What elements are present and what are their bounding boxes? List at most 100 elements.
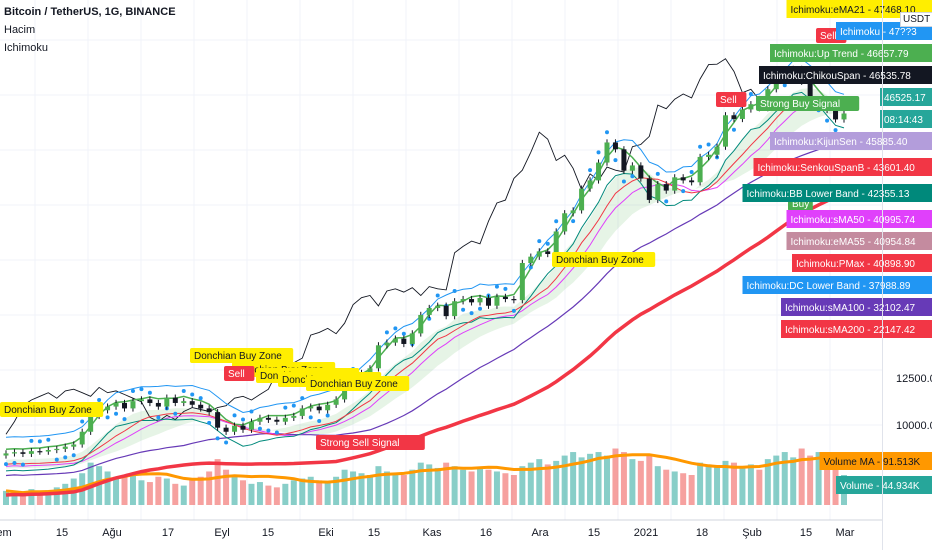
- candle-body: [477, 297, 483, 303]
- volume-bar: [214, 459, 221, 505]
- volume-bar: [273, 487, 280, 505]
- psar-dot: [503, 286, 508, 291]
- signal-label-box: [190, 348, 294, 363]
- psar-dot: [283, 405, 288, 410]
- candle-body: [274, 419, 280, 422]
- psar-dot: [63, 455, 68, 460]
- volume-bar: [240, 480, 247, 505]
- candle-body: [418, 314, 424, 334]
- psar-dot: [554, 219, 559, 224]
- signal-label: Donchian Buy Zone: [310, 379, 398, 390]
- volume-bar: [104, 471, 111, 505]
- volume-bar: [705, 464, 712, 505]
- price-scale-separator: [882, 0, 883, 550]
- currency-label[interactable]: USDT: [900, 12, 932, 27]
- volume-bar: [781, 452, 788, 505]
- volume-bar: [206, 471, 213, 505]
- psar-dot: [528, 265, 533, 270]
- price-scale-label: 08:14:43: [884, 115, 923, 126]
- x-tick-label: em: [0, 527, 12, 539]
- volume-bar: [722, 460, 729, 505]
- signal-label: Buy: [792, 199, 809, 210]
- candle-body: [502, 296, 508, 300]
- volume-bar: [180, 485, 187, 505]
- volume-bar: [290, 480, 297, 505]
- candle-body: [232, 425, 238, 432]
- volume-bar: [612, 448, 619, 505]
- candle-body: [722, 115, 728, 147]
- volume-bar: [756, 469, 763, 505]
- volume-bar: [426, 464, 433, 505]
- candle-body: [164, 397, 170, 407]
- psar-dot: [469, 311, 474, 316]
- psar-dot: [698, 144, 703, 149]
- price-scale-label: Ichimoku:Up Trend - 46657.79: [774, 49, 909, 60]
- volume-indicator-label[interactable]: Hacim: [4, 24, 36, 36]
- candle-body: [663, 184, 669, 191]
- candle-body: [807, 81, 813, 103]
- volume-bar: [832, 466, 839, 505]
- x-tick-label: Ara: [531, 527, 549, 539]
- ichimoku-cloud: [6, 88, 844, 469]
- volume-bar: [561, 455, 568, 505]
- psar-dot: [401, 331, 406, 336]
- x-tick-label: Eki: [318, 527, 333, 539]
- signal-label-box: [552, 252, 656, 267]
- volume-bar: [485, 469, 492, 505]
- volume-bar: [189, 480, 196, 505]
- candle-body: [122, 402, 128, 409]
- candle-body: [655, 184, 661, 200]
- psar-dot: [274, 430, 279, 435]
- candle-body: [45, 450, 51, 452]
- volume-bar: [231, 475, 238, 505]
- psar-dot: [29, 438, 34, 443]
- psar-dot: [664, 199, 669, 204]
- candle-body: [282, 417, 288, 422]
- volume-bar: [36, 491, 43, 505]
- volume-bar: [536, 459, 543, 505]
- volume-bar: [19, 494, 26, 505]
- price-scale-label: 46525.17: [884, 93, 926, 104]
- candle-body: [138, 399, 144, 402]
- volume-bar: [688, 475, 695, 505]
- price-scale-label: Ichimoku:SenkouSpanB - 43601.40: [758, 163, 916, 174]
- x-tick-label: 16: [480, 527, 492, 539]
- candle-body: [37, 451, 43, 453]
- volume-bar: [113, 476, 120, 505]
- volume-bar: [45, 490, 52, 505]
- psar-dot: [198, 396, 203, 401]
- volume-bar: [443, 462, 450, 505]
- volume-bar: [646, 455, 653, 505]
- y-tick-label: 12500.00: [896, 373, 932, 385]
- y-tick-label: 10000.00: [896, 420, 932, 432]
- candle-body: [426, 307, 432, 315]
- candle-body: [71, 444, 77, 447]
- volume-bar: [570, 452, 577, 505]
- volume-bar: [223, 469, 230, 505]
- signal-label: Sell: [820, 31, 837, 42]
- candle-body: [689, 180, 695, 183]
- signal-label: Strong Sell Signal: [320, 438, 400, 449]
- psar-dot: [266, 428, 271, 433]
- candlesticks: [3, 65, 847, 459]
- candle-body: [562, 213, 568, 232]
- psar-dot: [782, 83, 787, 88]
- volume-bar: [663, 469, 670, 505]
- psar-dot: [511, 308, 516, 313]
- volume-bar: [256, 482, 263, 505]
- volume-bar: [798, 448, 805, 505]
- volume-bar: [138, 480, 145, 505]
- volume-bar: [333, 476, 340, 505]
- bb-lower-line: [5, 91, 845, 472]
- price-scale-label-box: [753, 158, 932, 176]
- x-tick-label: 15: [368, 527, 380, 539]
- candle-body: [189, 401, 195, 405]
- volume-bar: [603, 455, 610, 505]
- price-scale-label: Ichimoku:KijunSen - 45885.40: [774, 137, 908, 148]
- ichimoku-indicator-label[interactable]: Ichimoku: [4, 42, 49, 54]
- price-scale-label: Ichimoku:eMA21 - 47468.10: [791, 5, 917, 16]
- volume-bar: [468, 471, 475, 505]
- psar-dot: [427, 316, 432, 321]
- price-scale-label-box: [742, 276, 932, 294]
